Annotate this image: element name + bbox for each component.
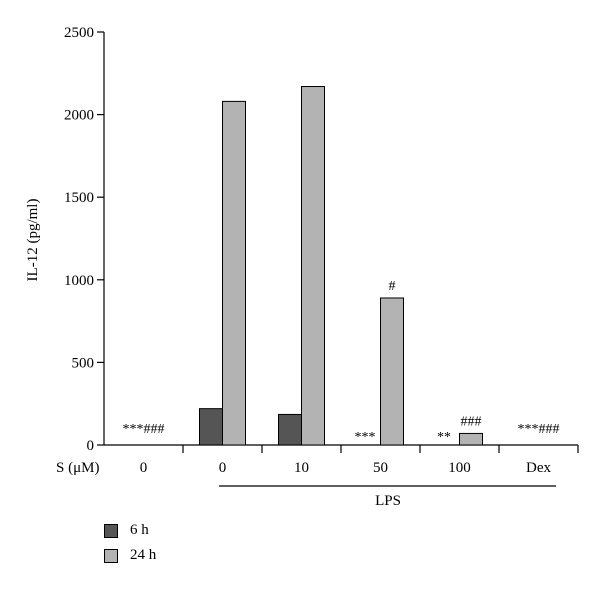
significance-label: ** [437, 430, 451, 445]
legend-swatch-24h [104, 548, 118, 563]
significance-label: ### [461, 414, 482, 429]
legend-label-6h: 6 h [130, 522, 149, 538]
x-category-label: 0 [219, 460, 227, 476]
significance-label: ***### [123, 422, 165, 437]
il12-bar-chart: IL-12 (pg/ml) S (μM) LPS 050010001500200… [25, 25, 579, 509]
significance-label: *** [355, 430, 376, 445]
x-category-label: 0 [140, 460, 148, 476]
x-row-label: S (μM) [56, 460, 99, 476]
x-category-label: 100 [448, 460, 471, 476]
x-category-label: Dex [526, 460, 551, 476]
y-tick-label: 0 [87, 438, 95, 454]
legend-item-6h: 6 h [104, 522, 149, 539]
y-tick-label: 1500 [64, 190, 94, 206]
legend-label-24h: 24 h [130, 547, 157, 563]
bar-24h [301, 86, 325, 446]
bar-24h [222, 100, 246, 446]
legend-item-24h: 24 h [104, 547, 156, 564]
y-tick-label: 1000 [64, 273, 94, 289]
legend-swatch-6h [104, 523, 118, 538]
x-category-label: 10 [294, 460, 309, 476]
bar-24h [459, 432, 483, 446]
significance-label: ***### [518, 422, 560, 437]
y-tick-label: 2500 [64, 25, 94, 41]
significance-label: # [389, 279, 396, 294]
y-tick-label: 500 [72, 355, 95, 371]
bar-24h [380, 297, 404, 446]
lps-group-label: LPS [375, 493, 401, 509]
x-category-label: 50 [373, 460, 388, 476]
y-axis-label: IL-12 (pg/ml) [25, 199, 41, 282]
y-tick-label: 2000 [64, 108, 94, 124]
bar-6h [199, 408, 223, 446]
bar-6h [278, 413, 302, 446]
